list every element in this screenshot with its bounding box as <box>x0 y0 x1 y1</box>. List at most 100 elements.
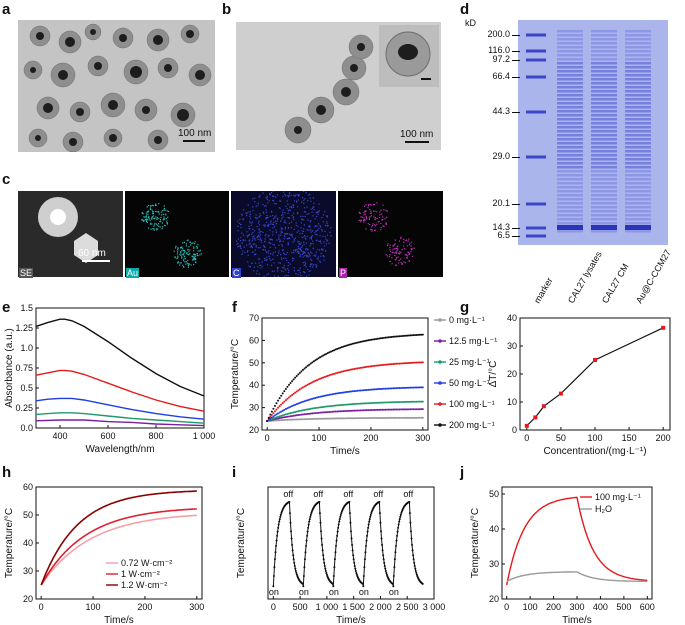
y-tick-label: 0 <box>512 425 517 435</box>
y-tick-label: 40 <box>507 313 517 323</box>
series-point <box>365 409 368 412</box>
map-dot <box>297 245 300 248</box>
map-dot <box>272 258 274 260</box>
map-dot <box>386 216 388 218</box>
series-point <box>415 400 418 403</box>
map-dot <box>369 203 371 206</box>
series-point <box>400 362 403 365</box>
map-dot <box>317 229 319 231</box>
map-dot <box>380 222 382 225</box>
map-dot <box>309 251 312 253</box>
map-dot <box>301 218 303 220</box>
series-point <box>344 391 346 394</box>
map-dot <box>279 262 281 264</box>
series-point <box>292 411 295 414</box>
mw-tick <box>512 236 520 237</box>
map-dot <box>179 262 181 264</box>
series-point <box>340 346 343 349</box>
series-point <box>314 396 317 399</box>
protein-band <box>625 206 651 209</box>
panel-label-b: b <box>222 1 232 18</box>
series-point <box>400 416 403 419</box>
protein-band <box>591 174 617 177</box>
map-dot <box>326 223 328 225</box>
map-dot <box>363 217 365 219</box>
series-point <box>280 414 283 417</box>
map-dot <box>265 204 267 207</box>
legend-label: 25 mg·L⁻¹ <box>449 357 490 367</box>
series-point <box>280 394 283 397</box>
map-dot <box>288 193 290 195</box>
map-dot <box>159 218 162 221</box>
series-point <box>336 417 339 420</box>
series-point <box>417 416 420 419</box>
map-dot <box>304 264 306 266</box>
series-point <box>286 385 289 388</box>
series-point <box>420 400 423 403</box>
y-tick-label: 50 <box>489 489 499 499</box>
series-point <box>342 410 345 413</box>
map-dot <box>237 242 239 244</box>
map-dot <box>297 195 300 197</box>
map-dot <box>187 248 189 251</box>
map-dot <box>307 248 309 250</box>
map-dot <box>288 233 291 235</box>
map-dot <box>308 256 310 258</box>
map-dot <box>309 255 311 257</box>
series-point <box>352 558 355 561</box>
map-dot <box>283 267 285 269</box>
map-dot <box>265 233 267 236</box>
series-point <box>311 407 314 410</box>
map-dot <box>364 219 366 221</box>
map-dot <box>272 214 274 217</box>
series-point <box>350 368 353 371</box>
series-point <box>362 585 365 588</box>
scale-text-a: 100 nm <box>178 128 212 139</box>
map-dot <box>282 249 284 252</box>
map-dot <box>294 194 296 196</box>
mw-tick <box>512 112 520 113</box>
map-dot <box>241 232 243 234</box>
series-point <box>347 369 350 372</box>
series-point <box>421 416 424 419</box>
map-dot <box>150 205 152 207</box>
map-dot <box>252 238 254 240</box>
series-point <box>300 418 303 421</box>
chart-j: 0 100 200 300 400 500 60020304050Time/sTempera… <box>470 486 655 625</box>
series-point <box>309 362 312 365</box>
series-point <box>348 368 351 371</box>
series-point <box>321 543 324 546</box>
series-point <box>364 545 367 548</box>
map-dot <box>299 247 302 249</box>
p-map <box>338 191 443 277</box>
map-dot <box>179 251 182 253</box>
map-dot <box>310 238 313 240</box>
protein-band <box>591 166 617 169</box>
map-dot <box>153 228 155 230</box>
map-dot <box>254 216 257 219</box>
map-dot <box>299 255 301 258</box>
series-point <box>378 500 381 503</box>
map-dot <box>297 274 299 276</box>
y-axis-label: Temperature/°C <box>230 339 241 409</box>
map-dot <box>408 253 410 256</box>
x-tick-label: 0 <box>524 433 529 443</box>
series-point <box>387 416 390 419</box>
series-point <box>362 402 365 405</box>
map-dot <box>381 216 384 218</box>
map-dot <box>316 211 318 214</box>
protein-band <box>625 34 651 37</box>
x-tick-label: 0 <box>271 602 276 612</box>
series-point <box>418 386 421 389</box>
map-dot <box>196 253 198 255</box>
series-point <box>361 409 364 412</box>
series-point <box>367 409 370 412</box>
series-point <box>305 418 308 421</box>
map-dot <box>155 229 158 231</box>
series-point <box>373 338 376 341</box>
series-point <box>345 344 348 347</box>
map-dot <box>252 243 254 245</box>
series-point <box>278 417 281 420</box>
map-dot <box>256 225 258 228</box>
series-point <box>381 549 384 552</box>
